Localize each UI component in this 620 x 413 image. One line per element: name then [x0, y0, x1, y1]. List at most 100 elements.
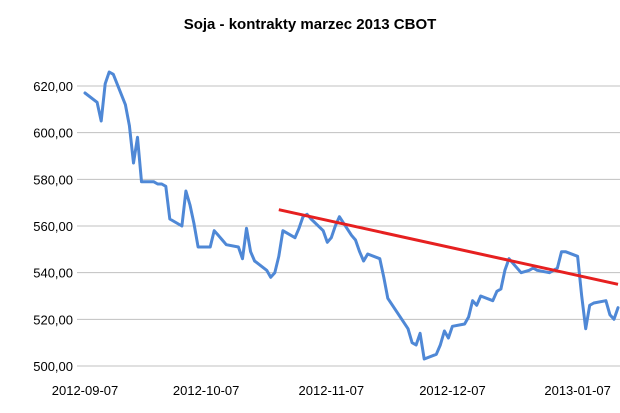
data-point: [495, 290, 499, 293]
data-point: [128, 124, 131, 127]
data-point: [608, 313, 612, 316]
series-line: [83, 70, 620, 361]
data-point: [209, 245, 212, 249]
data-point: [217, 234, 220, 237]
y-tick-label: 560,00: [33, 219, 73, 234]
x-tick-label: 2012-11-07: [299, 383, 365, 398]
data-point: [297, 227, 301, 230]
data-point: [592, 301, 595, 305]
x-tick-label: 2012-10-07: [173, 383, 240, 398]
data-point: [616, 306, 620, 309]
data-point: [265, 269, 268, 272]
data-point: [95, 101, 99, 104]
data-point: [423, 357, 426, 361]
data-point: [503, 269, 507, 272]
data-point: [237, 245, 240, 249]
data-point: [362, 259, 365, 263]
data-point: [196, 245, 200, 249]
data-point: [245, 227, 248, 230]
y-tick-label: 540,00: [33, 266, 73, 281]
data-point: [354, 238, 357, 242]
data-point: [192, 222, 196, 225]
data-point: [184, 189, 188, 193]
data-point: [293, 236, 297, 239]
data-point: [253, 259, 256, 263]
data-point: [479, 294, 482, 298]
data-point: [604, 299, 608, 302]
data-point: [326, 241, 329, 244]
data-point: [378, 257, 381, 260]
y-tick-label: 600,00: [33, 126, 73, 141]
data-point: [382, 276, 385, 279]
data-point: [213, 229, 216, 232]
chart-title: Soja - kontrakty marzec 2013 CBOT: [184, 16, 437, 33]
x-tick-label: 2012-09-07: [52, 383, 119, 398]
data-point: [491, 299, 494, 302]
data-point: [273, 271, 276, 274]
data-point: [152, 180, 155, 183]
data-point: [471, 299, 474, 302]
data-point: [366, 252, 369, 256]
data-point: [443, 329, 446, 333]
data-point: [386, 297, 389, 300]
data-point: [136, 136, 139, 139]
data-point: [330, 236, 333, 239]
data-point: [447, 336, 450, 340]
y-tick-label: 500,00: [33, 359, 73, 374]
trend-line: [278, 208, 619, 286]
data-point: [112, 73, 115, 76]
data-point: [406, 327, 410, 330]
data-point: [132, 161, 135, 165]
data-point: [350, 234, 353, 237]
data-point: [269, 276, 272, 279]
data-point: [532, 266, 535, 270]
data-point: [241, 257, 244, 260]
data-point: [414, 343, 418, 347]
series-points: [83, 70, 620, 361]
data-point: [475, 304, 478, 307]
x-tick-label: 2012-12-07: [419, 383, 486, 398]
data-point: [588, 304, 591, 307]
data-point: [463, 322, 466, 326]
data-point: [435, 353, 438, 356]
data-point: [164, 185, 167, 188]
data-point: [188, 203, 192, 207]
data-point: [564, 250, 567, 253]
y-tick-labels: 500,00 520,00 540,00 560,00 580,00 600,00 620,…: [33, 79, 73, 374]
data-point: [124, 103, 127, 106]
data-point: [467, 315, 470, 319]
data-point: [156, 182, 159, 186]
data-point: [584, 327, 587, 330]
data-point: [358, 250, 361, 253]
data-point: [519, 271, 523, 274]
data-point: [576, 255, 579, 258]
data-point: [334, 224, 337, 228]
data-point: [160, 182, 163, 186]
y-tick-label: 520,00: [33, 312, 73, 327]
data-point: [322, 229, 325, 232]
data-point: [560, 250, 563, 253]
gridlines: [77, 85, 620, 367]
data-point: [536, 269, 539, 272]
data-point: [180, 224, 184, 228]
data-point: [528, 269, 531, 272]
data-point: [451, 325, 454, 328]
data-point: [168, 217, 171, 221]
y-tick-label: 620,00: [33, 79, 73, 94]
data-point: [410, 341, 414, 344]
y-tick-label: 580,00: [33, 172, 73, 187]
x-tick-label: 2013-01-07: [544, 383, 611, 398]
x-tick-labels: 2012-09-07 2012-10-07 2012-11-07 2012-12-07…: [52, 383, 611, 398]
data-point: [580, 294, 583, 298]
data-point: [499, 287, 503, 291]
data-point: [548, 271, 551, 274]
data-point: [439, 343, 442, 347]
data-point: [108, 70, 111, 74]
data-point: [100, 119, 103, 123]
data-point: [556, 266, 559, 270]
data-point: [83, 91, 87, 95]
data-point: [104, 82, 107, 85]
data-point: [140, 180, 143, 183]
data-point: [612, 318, 616, 321]
